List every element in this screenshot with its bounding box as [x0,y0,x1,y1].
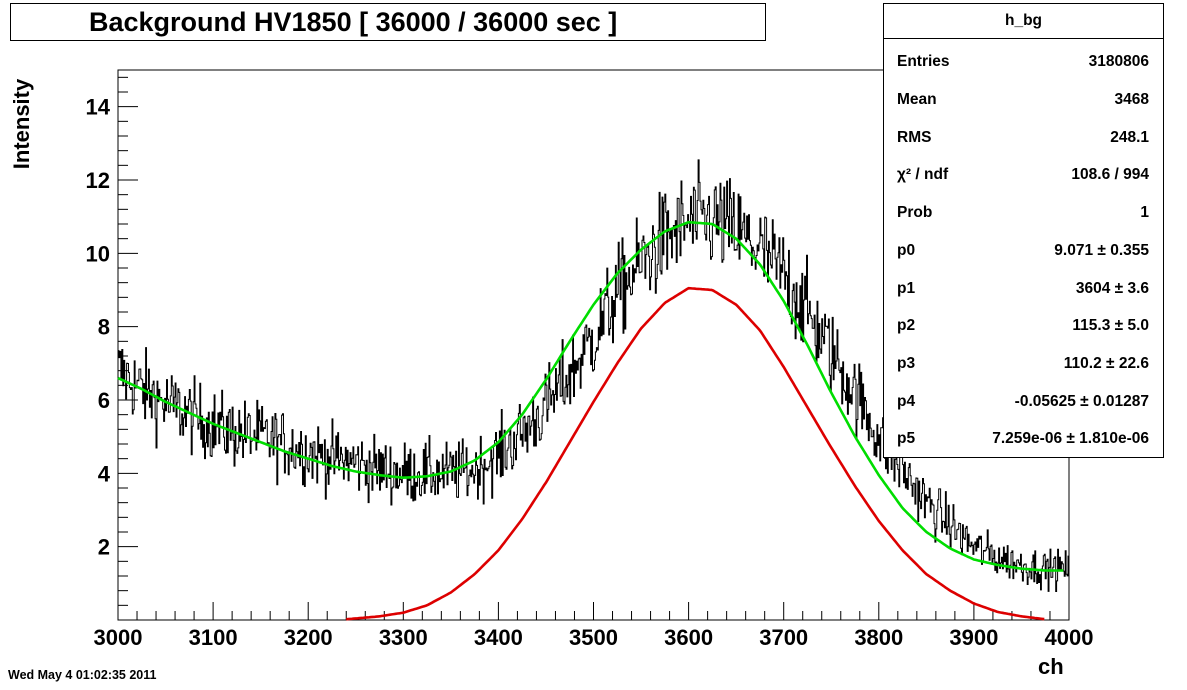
x-tick-label: 3700 [759,625,808,650]
stat-name: p1 [897,280,916,297]
stat-value: 108.6 / 994 [1071,166,1149,183]
stat-name: RMS [897,129,932,146]
x-tick-label: 3200 [284,625,333,650]
x-axis: 3000 3100 3200 3300 3400 3500 3600 3700 3800 3900… [94,602,1094,650]
stats-row-p2: p2 115.3 ± 5.0 [884,317,1163,337]
stat-value: -0.05625 ± 0.01287 [1014,393,1149,410]
stat-value: 3468 [1114,91,1149,108]
stat-value: 248.1 [1110,129,1149,146]
fit-curve-total [117,220,1064,572]
stat-value: 110.2 ± 22.6 [1063,355,1149,372]
x-tick-label: 3000 [94,625,143,650]
stats-row-p3: p3 110.2 ± 22.6 [884,355,1163,375]
stat-value: 3180806 [1088,53,1149,70]
y-tick-label: 8 [98,315,110,340]
x-tick-label: 3300 [379,625,428,650]
x-axis-label: ch [1038,654,1064,679]
stats-box: h_bg Entries 3180806 Mean 3468 RMS 248.1… [883,3,1164,458]
stat-value: 7.259e-06 ± 1.810e-06 [992,430,1149,447]
chart-title: Background HV1850 [ 36000 / 36000 sec ] [89,7,618,37]
x-tick-label: 3900 [949,625,998,650]
stat-name: Entries [897,53,950,70]
fit-curve-gaussian [346,286,1045,621]
stats-row-rms: RMS 248.1 [884,129,1163,149]
y-tick-label: 6 [98,388,110,413]
x-tick-label: 3800 [854,625,903,650]
x-tick-label: 3100 [189,625,238,650]
y-tick-label: 10 [86,241,110,266]
x-tick-label: 3600 [664,625,713,650]
stats-row-chi2-ndf: χ² / ndf 108.6 / 994 [884,166,1163,186]
stat-name: p3 [897,355,916,372]
stats-row-p0: p0 9.071 ± 0.355 [884,242,1163,262]
stat-name: p4 [897,393,916,410]
stats-row-p5: p5 7.259e-06 ± 1.810e-06 [884,430,1163,450]
stats-row-prob: Prob 1 [884,204,1163,224]
stat-name: Prob [897,204,933,221]
stats-histogram-name: h_bg [884,4,1163,39]
stat-name: p5 [897,430,916,447]
y-tick-label: 12 [86,168,110,193]
stat-value: 3604 ± 3.6 [1075,280,1149,297]
stats-row-p4: p4 -0.05625 ± 0.01287 [884,393,1163,413]
histogram-h_bg [118,159,1069,592]
stats-row-mean: Mean 3468 [884,91,1163,111]
x-tick-label: 4000 [1045,625,1094,650]
y-tick-label: 4 [98,461,111,486]
stat-name: Mean [897,91,937,108]
chart-title-box: Background HV1850 [ 36000 / 36000 sec ] [10,3,766,41]
stats-row-p1: p1 3604 ± 3.6 [884,280,1163,300]
y-tick-label: 14 [86,95,111,120]
y-tick-label: 2 [98,535,110,560]
x-tick-label: 3500 [569,625,618,650]
stat-value: 115.3 ± 5.0 [1072,317,1149,334]
y-axis-label: Intensity [9,78,34,170]
stat-name: p0 [897,242,916,259]
timestamp: Wed May 4 01:02:35 2011 [8,668,157,682]
x-tick-label: 3400 [474,625,523,650]
stat-name: p2 [897,317,916,334]
stat-name: χ² / ndf [897,166,949,183]
y-axis: 2 4 6 8 10 12 14 [86,76,138,621]
stat-value: 9.071 ± 0.355 [1054,242,1149,259]
stats-row-entries: Entries 3180806 [884,53,1163,73]
stat-value: 1 [1140,204,1149,221]
